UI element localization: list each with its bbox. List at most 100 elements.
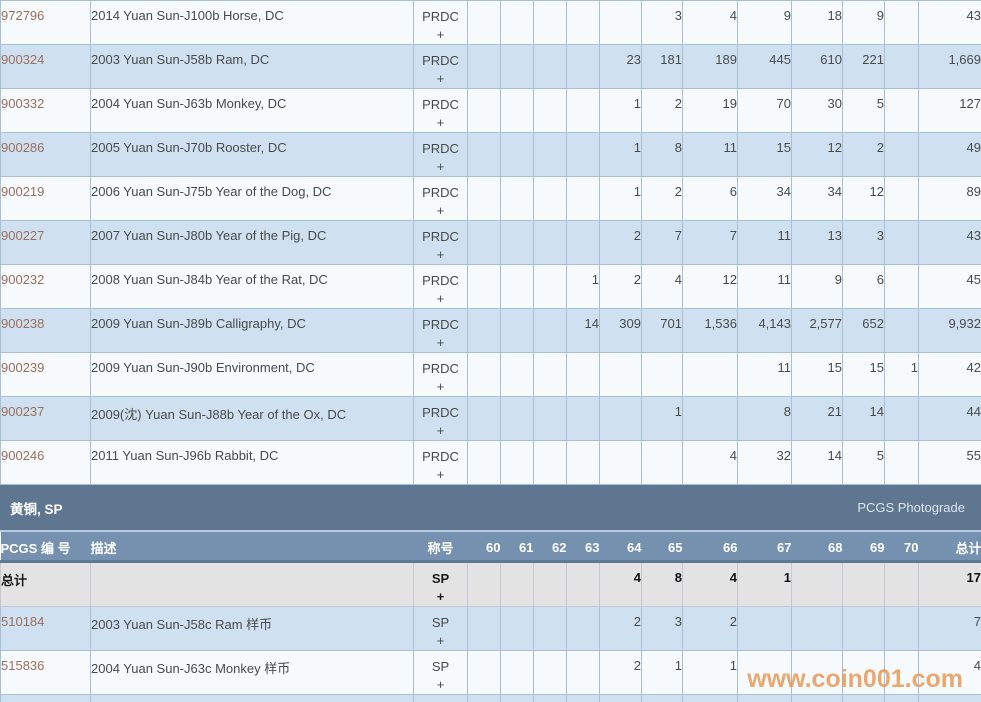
grade-66-count-cell: 1	[682, 694, 738, 702]
grade-67-count-cell: 32	[737, 440, 792, 485]
pcgs-number-cell: 511841	[0, 694, 91, 702]
grade-60-count-cell	[467, 264, 501, 309]
pcgs-number-cell: 515836	[0, 650, 91, 695]
grade-64-count-cell	[599, 352, 642, 397]
pcgs-number-cell: 900219	[0, 176, 91, 221]
col-header-grade-68: 68	[791, 532, 843, 563]
grade-64-count-cell: 309	[599, 308, 642, 353]
grade-69-count-cell: 3	[842, 220, 885, 265]
table-row: 900324 2003 Yuan Sun-J58b Ram, DC PRDC +23 1…	[0, 44, 981, 89]
grade-65-count-cell: 701	[641, 308, 683, 353]
pcgs-number-link[interactable]: 972796	[1, 8, 45, 23]
grade-60-count-cell	[467, 396, 501, 441]
grade-66-count-cell: 7	[682, 220, 738, 265]
grade-67-count-cell: 34	[737, 176, 792, 221]
pcgs-number-link[interactable]: 900227	[1, 228, 45, 243]
grade-63-count-cell	[566, 650, 600, 695]
total-count-cell: 9,932	[918, 308, 981, 353]
grade-61-count-cell	[500, 44, 534, 89]
table-row: 510184 2003 Yuan Sun-J58c Ram 样币 SP +2 3 2 7	[0, 606, 981, 651]
grade-64-count-cell	[599, 396, 642, 441]
grade-69-count-cell: 6	[842, 264, 885, 309]
pcgs-number-link[interactable]: 900246	[1, 448, 45, 463]
grade-66-count-cell: 1,536	[682, 308, 738, 353]
col-header-grade-64: 64	[599, 532, 642, 563]
grade-68-count-cell: 18	[791, 0, 843, 45]
grade-61-count-cell	[500, 308, 534, 353]
prdc-section-table: 972796 2014 Yuan Sun-J100b Horse, DC PRDC +…	[0, 0, 981, 485]
grade-63-count-cell	[566, 606, 600, 651]
sp-section-table: PCGS 编 号 描述 称号 60 61 62 63 64 65 66 67 68 69 70 总计 …	[0, 532, 981, 702]
grade-65-count-cell: 4	[641, 264, 683, 309]
designation-cell: PRDC +	[413, 88, 468, 133]
grade-70-count-cell	[884, 44, 919, 89]
designation-plus: +	[436, 159, 445, 174]
grade-69-count-cell	[842, 650, 885, 695]
total-count-cell: 127	[918, 88, 981, 133]
designation-label: PRDC	[422, 97, 459, 112]
grade-63-count-cell	[566, 396, 600, 441]
grade-62-count-cell	[533, 0, 567, 45]
grade-69-count-cell: 5	[842, 440, 885, 485]
photograde-link[interactable]: PCGS Photograde	[857, 500, 965, 515]
grade-60-count-cell	[467, 606, 501, 651]
grade-62-count-cell	[533, 650, 567, 695]
grade-66-count-cell: 189	[682, 44, 738, 89]
total-count-cell: 6	[918, 694, 981, 702]
pcgs-number-link[interactable]: 900219	[1, 184, 45, 199]
pcgs-number-link[interactable]: 900332	[1, 96, 45, 111]
col-header-grade-61: 61	[500, 532, 534, 563]
grade-61-count-cell	[500, 264, 534, 309]
pcgs-number-link[interactable]: 900232	[1, 272, 45, 287]
grade-65-count-cell: 3	[641, 606, 683, 651]
designation-cell: SP +	[413, 606, 468, 651]
pcgs-number-cell: 900227	[0, 220, 91, 265]
totals-label-cell: 总计	[0, 561, 91, 607]
grade-60-count-cell	[467, 694, 501, 702]
grade-67-count-cell: 4,143	[737, 308, 792, 353]
pcgs-number-link[interactable]: 900237	[1, 404, 45, 419]
grade-61-count-cell	[500, 88, 534, 133]
total-count-cell: 43	[918, 220, 981, 265]
total-count-cell: 45	[918, 264, 981, 309]
grade-67-count-cell: 1	[737, 694, 792, 702]
grade-68-count-cell: 610	[791, 44, 843, 89]
grade-69-count-cell: 14	[842, 396, 885, 441]
table-row: 900246 2011 Yuan Sun-J96b Rabbit, DC PRDC +…	[0, 440, 981, 485]
pcgs-number-link[interactable]: 900286	[1, 140, 45, 155]
designation-label: SP	[431, 615, 450, 630]
designation-plus: +	[436, 467, 445, 482]
grade-63-count-cell: 14	[566, 308, 600, 353]
designation-cell: SP +	[413, 650, 468, 695]
col-header-pcgs-number: PCGS 编 号	[0, 532, 91, 563]
grade-69-count-cell: 9	[842, 0, 885, 45]
designation-label: SP	[431, 659, 450, 674]
table-row: 900238 2009 Yuan Sun-J89b Calligraphy, DC…	[0, 308, 981, 353]
pcgs-number-link[interactable]: 510184	[1, 614, 45, 629]
grade-66-count-cell: 12	[682, 264, 738, 309]
pcgs-number-link[interactable]: 900239	[1, 360, 45, 375]
grade-65-count-cell: 1	[641, 396, 683, 441]
description-cell: 2004 Yuan Sun-J63b Monkey, DC	[90, 88, 414, 133]
grade-66-count-cell: 6	[682, 176, 738, 221]
col-header-grade-66: 66	[682, 532, 738, 563]
grade-65-count-cell: 2	[641, 176, 683, 221]
designation-label: PRDC	[422, 361, 459, 376]
section-title: 黄铜, SP	[10, 501, 63, 517]
totals-row: 总计 SP +4 8 4 1 17	[0, 561, 981, 607]
grade-62-count-cell	[533, 264, 567, 309]
description-cell: 2003 Yuan Sun-J58b Ram, DC	[90, 44, 414, 89]
grade-65-count-cell: 4	[641, 694, 683, 702]
designation-cell: PRDC +	[413, 352, 468, 397]
pcgs-number-link[interactable]: 515836	[1, 658, 45, 673]
pcgs-number-link[interactable]: 900324	[1, 52, 45, 67]
grade-69-count-cell	[842, 606, 885, 651]
grade-70-count-cell	[884, 396, 919, 441]
description-cell: 2009(沈) Yuan Sun-J88b Year of the Ox, DC	[90, 396, 414, 441]
grade-62-count-cell	[533, 44, 567, 89]
grade-65-count-cell: 3	[641, 0, 683, 45]
grade-60-count-cell	[467, 44, 501, 89]
pcgs-number-link[interactable]: 900238	[1, 316, 45, 331]
designation-cell: PRDC +	[413, 264, 468, 309]
grade-63-count-cell	[566, 694, 600, 702]
